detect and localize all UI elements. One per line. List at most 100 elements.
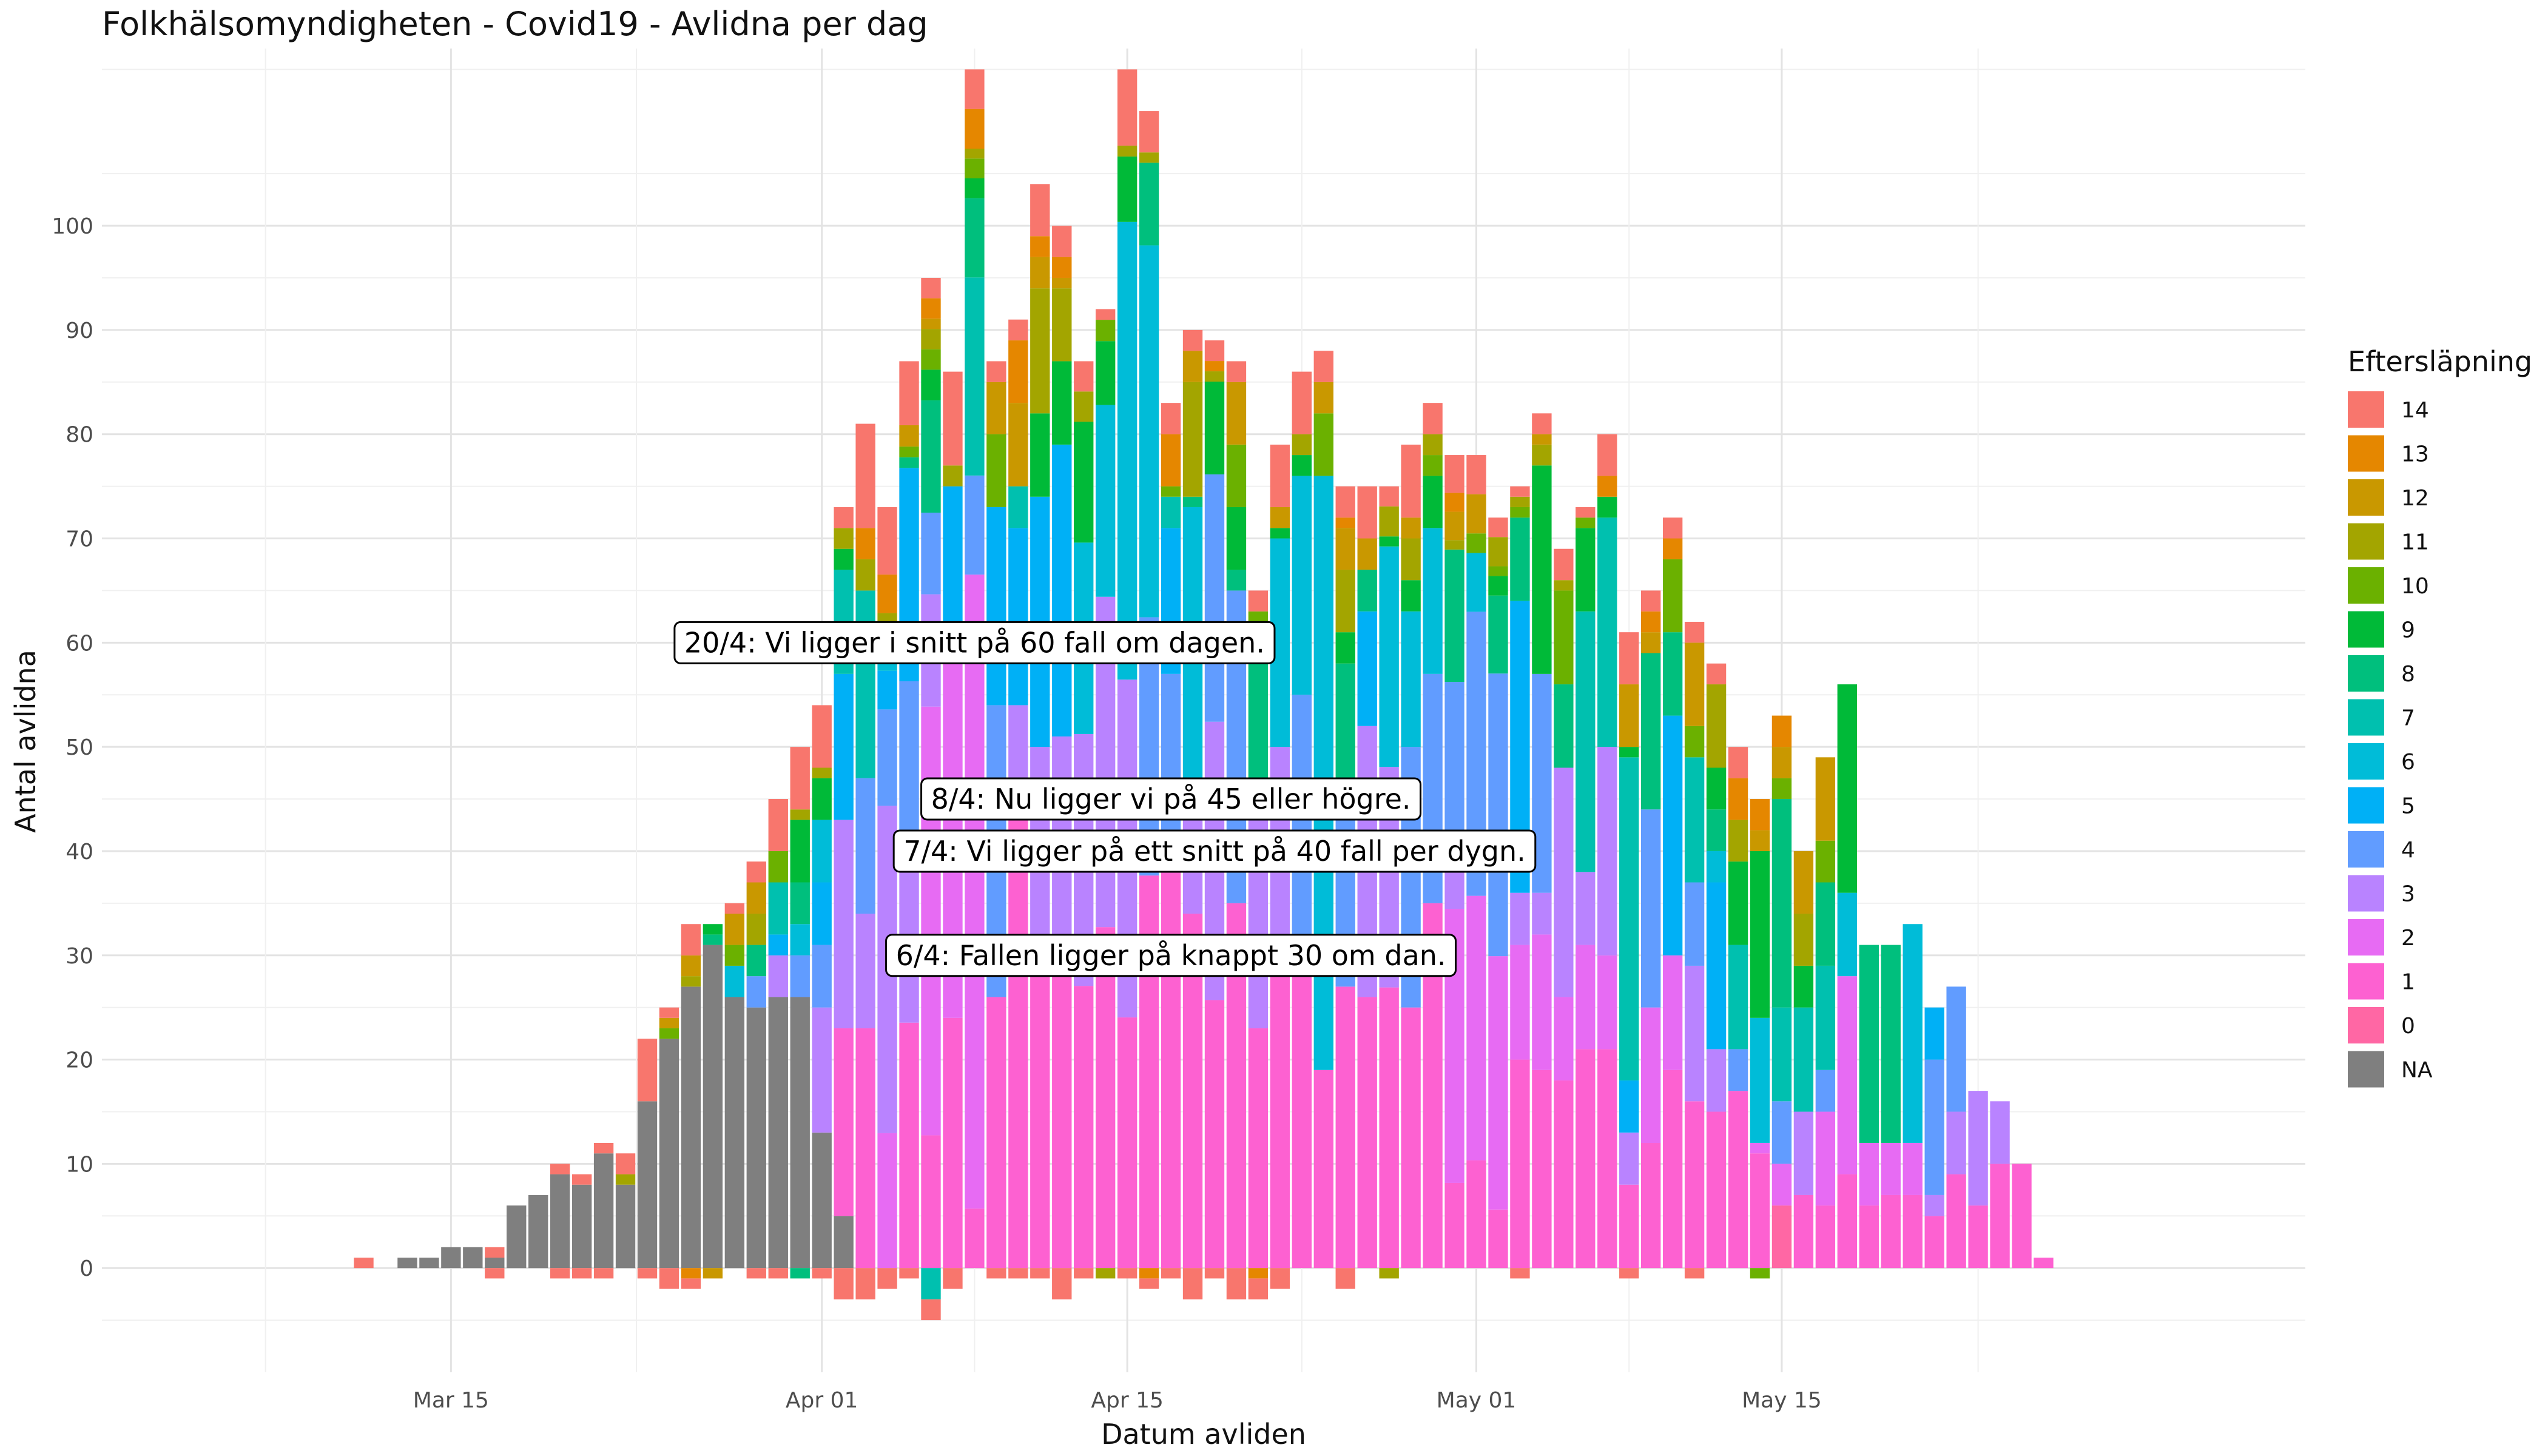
bar-segment [1641, 611, 1661, 633]
legend-label: 12 [2401, 486, 2429, 511]
bar-segment [1466, 895, 1486, 1161]
bar-segment [1270, 528, 1290, 539]
bar-segment [1444, 455, 1464, 493]
bar-segment [1771, 1101, 1792, 1164]
bar-segment-negative [593, 1268, 614, 1279]
bar-segment [1161, 486, 1181, 497]
legend-label: 10 [2401, 574, 2429, 599]
bar-segment [1357, 486, 1377, 539]
bar-segment [1903, 1143, 1923, 1195]
bar-segment [1641, 1143, 1661, 1269]
bar-segment [1335, 528, 1355, 570]
bar-segment [965, 178, 985, 198]
bar-segment-negative [921, 1299, 941, 1321]
bar-segment [681, 976, 701, 987]
legend-label: 11 [2401, 530, 2429, 555]
bar-segment [1793, 1111, 1814, 1195]
annotation-box [892, 829, 1537, 873]
tick-labels: 0 10 20 30 40 50 60 70 80 90 100 Mar 15 Apr 01 Apr 15… [52, 214, 1822, 1413]
legend-swatch [2348, 435, 2384, 472]
bar-segment [1554, 548, 1574, 581]
bar-segment [1008, 528, 1028, 706]
bar-segment [2012, 1164, 2032, 1269]
bar-segment [1619, 632, 1639, 685]
bar-segment [1379, 536, 1399, 547]
bar-segment [1052, 934, 1072, 1269]
bar-segment [790, 809, 810, 820]
bar-segment [1619, 747, 1639, 758]
bar-segment [1576, 1049, 1596, 1269]
bar-segment [1488, 517, 1508, 538]
annotation-text: 7/4: Vi ligger på ett snitt på 40 fall p… [903, 835, 1526, 868]
legend-label: 14 [2401, 398, 2429, 423]
bar-segment [812, 882, 832, 945]
bar-segment [1423, 476, 1443, 528]
bar-segment [1401, 444, 1421, 518]
bar-segment [921, 349, 941, 370]
bar-segment [1750, 851, 1770, 1018]
chart-title: Folkhälsomyndigheten - Covid19 - Avlidna… [102, 5, 928, 43]
bar-segment-negative [485, 1268, 505, 1279]
bar-segment [1226, 444, 1247, 507]
bar-segment [615, 1174, 636, 1185]
bar-segment [507, 1205, 527, 1269]
bar-segment [681, 955, 701, 977]
bar-segment [1576, 517, 1596, 528]
bar-segment [1815, 965, 1836, 1070]
bar-segment-negative [1095, 1268, 1116, 1279]
bar-segment [1662, 715, 1683, 956]
y-tick-label: 60 [66, 631, 93, 656]
bar-segment [921, 369, 941, 400]
bar-segment [834, 820, 854, 1029]
bar-segment [1706, 809, 1727, 851]
annotation-box [673, 621, 1276, 664]
y-tick-label: 100 [52, 214, 93, 239]
bar-segment [943, 486, 963, 622]
bar-segment [1030, 413, 1050, 497]
bar-segment [1008, 403, 1028, 487]
bar-segment [1903, 1195, 1923, 1269]
bar-segment [899, 447, 919, 457]
bar-segment [790, 820, 810, 883]
annotation-label: 6/4: Fallen ligger på knappt 30 om dan. [885, 934, 1457, 977]
bar-segment [1204, 340, 1225, 362]
bar-segment [965, 1208, 985, 1269]
bar-segment [1030, 184, 1050, 237]
bar-segment [965, 575, 985, 1209]
legend-swatch [2348, 523, 2384, 560]
bar-segment [1095, 320, 1116, 342]
bar-segment [1052, 226, 1072, 257]
bar-segment [1139, 245, 1159, 618]
bar-segment [1444, 682, 1464, 852]
y-axis-title: Antal avlidna [9, 650, 42, 833]
bar-segment [1706, 1049, 1727, 1112]
y-tick-label: 70 [66, 527, 93, 552]
legend-label: 4 [2401, 838, 2415, 863]
legend-label: 8 [2401, 662, 2415, 687]
bar-segment [1706, 851, 1727, 883]
bar-segment [1554, 590, 1574, 685]
bar-segment [1662, 517, 1683, 539]
bar-segment [1444, 540, 1464, 550]
bar-segment [1946, 1174, 1966, 1269]
bar-segment [1597, 434, 1617, 476]
bar-segment [1270, 507, 1290, 528]
legend-swatch [2348, 655, 2384, 692]
bar-segment [1008, 340, 1028, 403]
bar-segment [1510, 496, 1530, 507]
bar-segment [1117, 146, 1138, 157]
bar-segment [2034, 1258, 2054, 1269]
bar-segment [965, 109, 985, 149]
bar-segment [1793, 1007, 1814, 1112]
x-tick-label: Apr 01 [786, 1388, 858, 1413]
bar-segment [812, 778, 832, 820]
bar-segment [1226, 570, 1247, 591]
y-tick-label: 90 [66, 318, 93, 343]
bar-segment-negative [1750, 1268, 1770, 1279]
bar-segment [1510, 1059, 1530, 1269]
bar-segment-negative [637, 1268, 658, 1279]
bar-segment [877, 1133, 897, 1269]
y-tick-label: 50 [66, 735, 93, 760]
bar-segment [1182, 382, 1203, 497]
